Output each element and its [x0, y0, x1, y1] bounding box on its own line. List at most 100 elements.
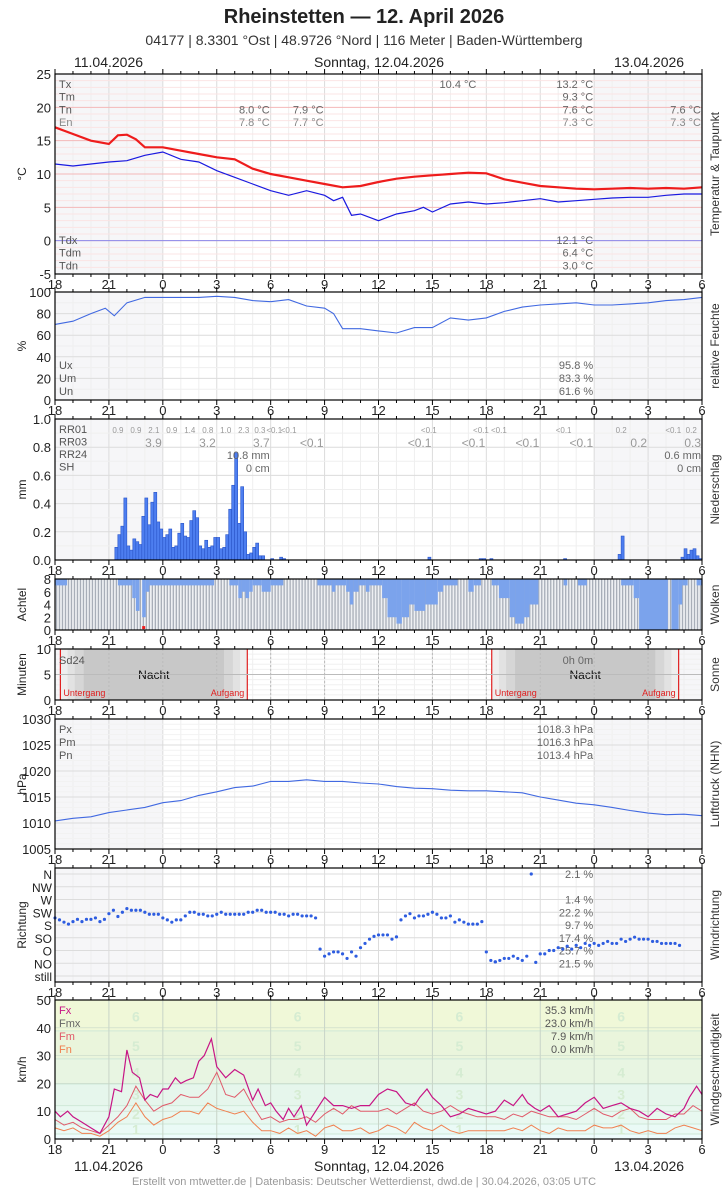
cloud-cover-segment — [401, 579, 410, 618]
wind-direction-point — [520, 958, 524, 963]
y-axis-label: °C — [15, 167, 29, 181]
wind-direction-point — [417, 914, 421, 918]
wind-direction-point — [331, 950, 336, 954]
wind-direction-point — [453, 920, 457, 924]
direction-tick-label: SW — [33, 906, 53, 920]
wind-direction-point — [579, 946, 583, 950]
x-tick-label: 0 — [591, 403, 598, 418]
beaufort-label: 1 — [455, 1121, 463, 1137]
panel-title: relative Feuchte — [708, 303, 722, 389]
rr24-value: 0.6 mm — [664, 450, 701, 462]
x-tick-label: 0 — [591, 703, 598, 718]
panel-title: Temperatur & Taupunkt — [708, 111, 722, 236]
rr03-value: 3.7 — [253, 436, 270, 450]
cloud-cover-segment — [117, 579, 133, 586]
beaufort-label: 2 — [617, 1106, 625, 1122]
cloud-cover-segment — [245, 579, 250, 599]
rr03-value: 0.3 — [684, 436, 701, 450]
wind-direction-point — [543, 952, 547, 956]
rr01-value: <0.1 — [556, 426, 572, 435]
beaufort-label: 6 — [455, 1009, 463, 1025]
cloud-cover-segment — [671, 579, 679, 630]
wind_direction-panel: 18 21 0 3 6 9 12 15 18 21 0 3 6 Richtung Windrichtung s… — [15, 863, 722, 1000]
x-tick-label: 3 — [644, 633, 651, 648]
x-tick-label: 3 — [213, 277, 220, 292]
sunset-label: Untergang — [495, 688, 537, 698]
beaufort-label: 1 — [132, 1121, 140, 1137]
wind-direction-point — [318, 947, 322, 951]
y-tick-label: 0 — [44, 393, 51, 408]
x-tick-label: 6 — [267, 563, 274, 578]
wind-direction-point — [547, 948, 551, 953]
x-tick-label: 6 — [698, 403, 705, 418]
annotation-value: 13.2 °C — [556, 79, 593, 91]
cloud-cover-segment — [443, 579, 458, 586]
pressure-panel: 18 21 0 3 6 9 12 15 18 21 0 3 6 hPa Luftdruck (NHN) 100… — [15, 712, 722, 867]
precip-bar — [255, 542, 259, 561]
cloud-cover-segment — [409, 579, 415, 605]
rr01-value: <0.1 — [266, 426, 282, 435]
y-tick-label: 0.2 — [33, 525, 51, 540]
wind-direction-point — [192, 910, 196, 914]
legend-label: Tx — [59, 79, 72, 91]
wind-direction-point — [399, 918, 403, 922]
wind-direction-point — [498, 958, 502, 963]
x-tick-label: 6 — [267, 703, 274, 718]
y-tick-label: 10 — [37, 1104, 51, 1119]
wind-direction-point — [394, 935, 399, 939]
precip-bar — [252, 547, 256, 561]
wind-direction-point — [120, 910, 124, 914]
x-tick-label: 21 — [102, 633, 116, 648]
beaufort-label: 5 — [132, 1038, 140, 1054]
x-tick-label: 15 — [425, 277, 439, 292]
x-tick-label: 12 — [371, 703, 385, 718]
wind-direction-point — [116, 914, 120, 919]
precip-bar — [189, 520, 194, 561]
annotation-value: 8.0 °C — [239, 104, 270, 116]
x-tick-label: 0 — [159, 563, 166, 578]
wind-direction-point — [493, 960, 497, 964]
x-tick-label: 0 — [159, 277, 166, 292]
y-tick-label: 50 — [37, 993, 51, 1008]
y-axis-label: hPa — [15, 773, 29, 795]
wind-direction-point — [111, 908, 116, 912]
wind-direction-point — [507, 956, 511, 961]
wind-direction-point — [516, 956, 520, 961]
cloud-cover-segment — [425, 579, 438, 605]
x-tick-label: 6 — [267, 1142, 274, 1157]
legend-label: Fm — [59, 1031, 75, 1043]
panel-title: Windrichtung — [708, 890, 722, 960]
wind-direction-point — [75, 917, 80, 921]
wind-direction-point — [659, 941, 664, 946]
y-tick-label: 6 — [44, 585, 51, 600]
x-tick-label: 21 — [102, 852, 116, 867]
x-tick-label: 18 — [48, 1142, 62, 1157]
x-tick-label: 12 — [371, 403, 385, 418]
cloud-cover-segment — [238, 579, 242, 599]
panel-title: Niederschlag — [708, 454, 722, 524]
precip-bar — [126, 545, 131, 561]
snow-height-value: 0 cm — [246, 463, 270, 475]
wind-direction-point — [444, 916, 448, 920]
wind-direction-point — [462, 920, 466, 924]
footer-credit: Erstellt von mtwetter.de | Datenbasis: D… — [131, 1176, 597, 1188]
y-tick-label: 0.8 — [33, 440, 51, 455]
cloud-cover-segment — [145, 579, 150, 592]
legend-label: Sd24 — [59, 655, 85, 667]
beaufort-label: 5 — [455, 1038, 463, 1054]
legend-label: Fmx — [59, 1018, 81, 1030]
sunrise-label: Aufgang — [642, 688, 676, 698]
annotation-value: 7.8 °C — [239, 117, 270, 129]
precip-bar — [162, 537, 167, 561]
precip-bar — [168, 528, 173, 561]
y-tick-label: 2 — [44, 610, 51, 625]
y-tick-label: 8 — [44, 572, 51, 587]
x-tick-label: 6 — [698, 633, 705, 648]
wind-direction-point — [588, 943, 592, 948]
annotation-value: 7.9 km/h — [551, 1031, 593, 1043]
x-tick-label: 15 — [425, 633, 439, 648]
beaufort-label: 5 — [617, 1038, 625, 1054]
beaufort-label: 3 — [132, 1087, 140, 1103]
x-tick-label: 18 — [48, 985, 62, 1000]
wind-direction-point — [179, 918, 183, 922]
